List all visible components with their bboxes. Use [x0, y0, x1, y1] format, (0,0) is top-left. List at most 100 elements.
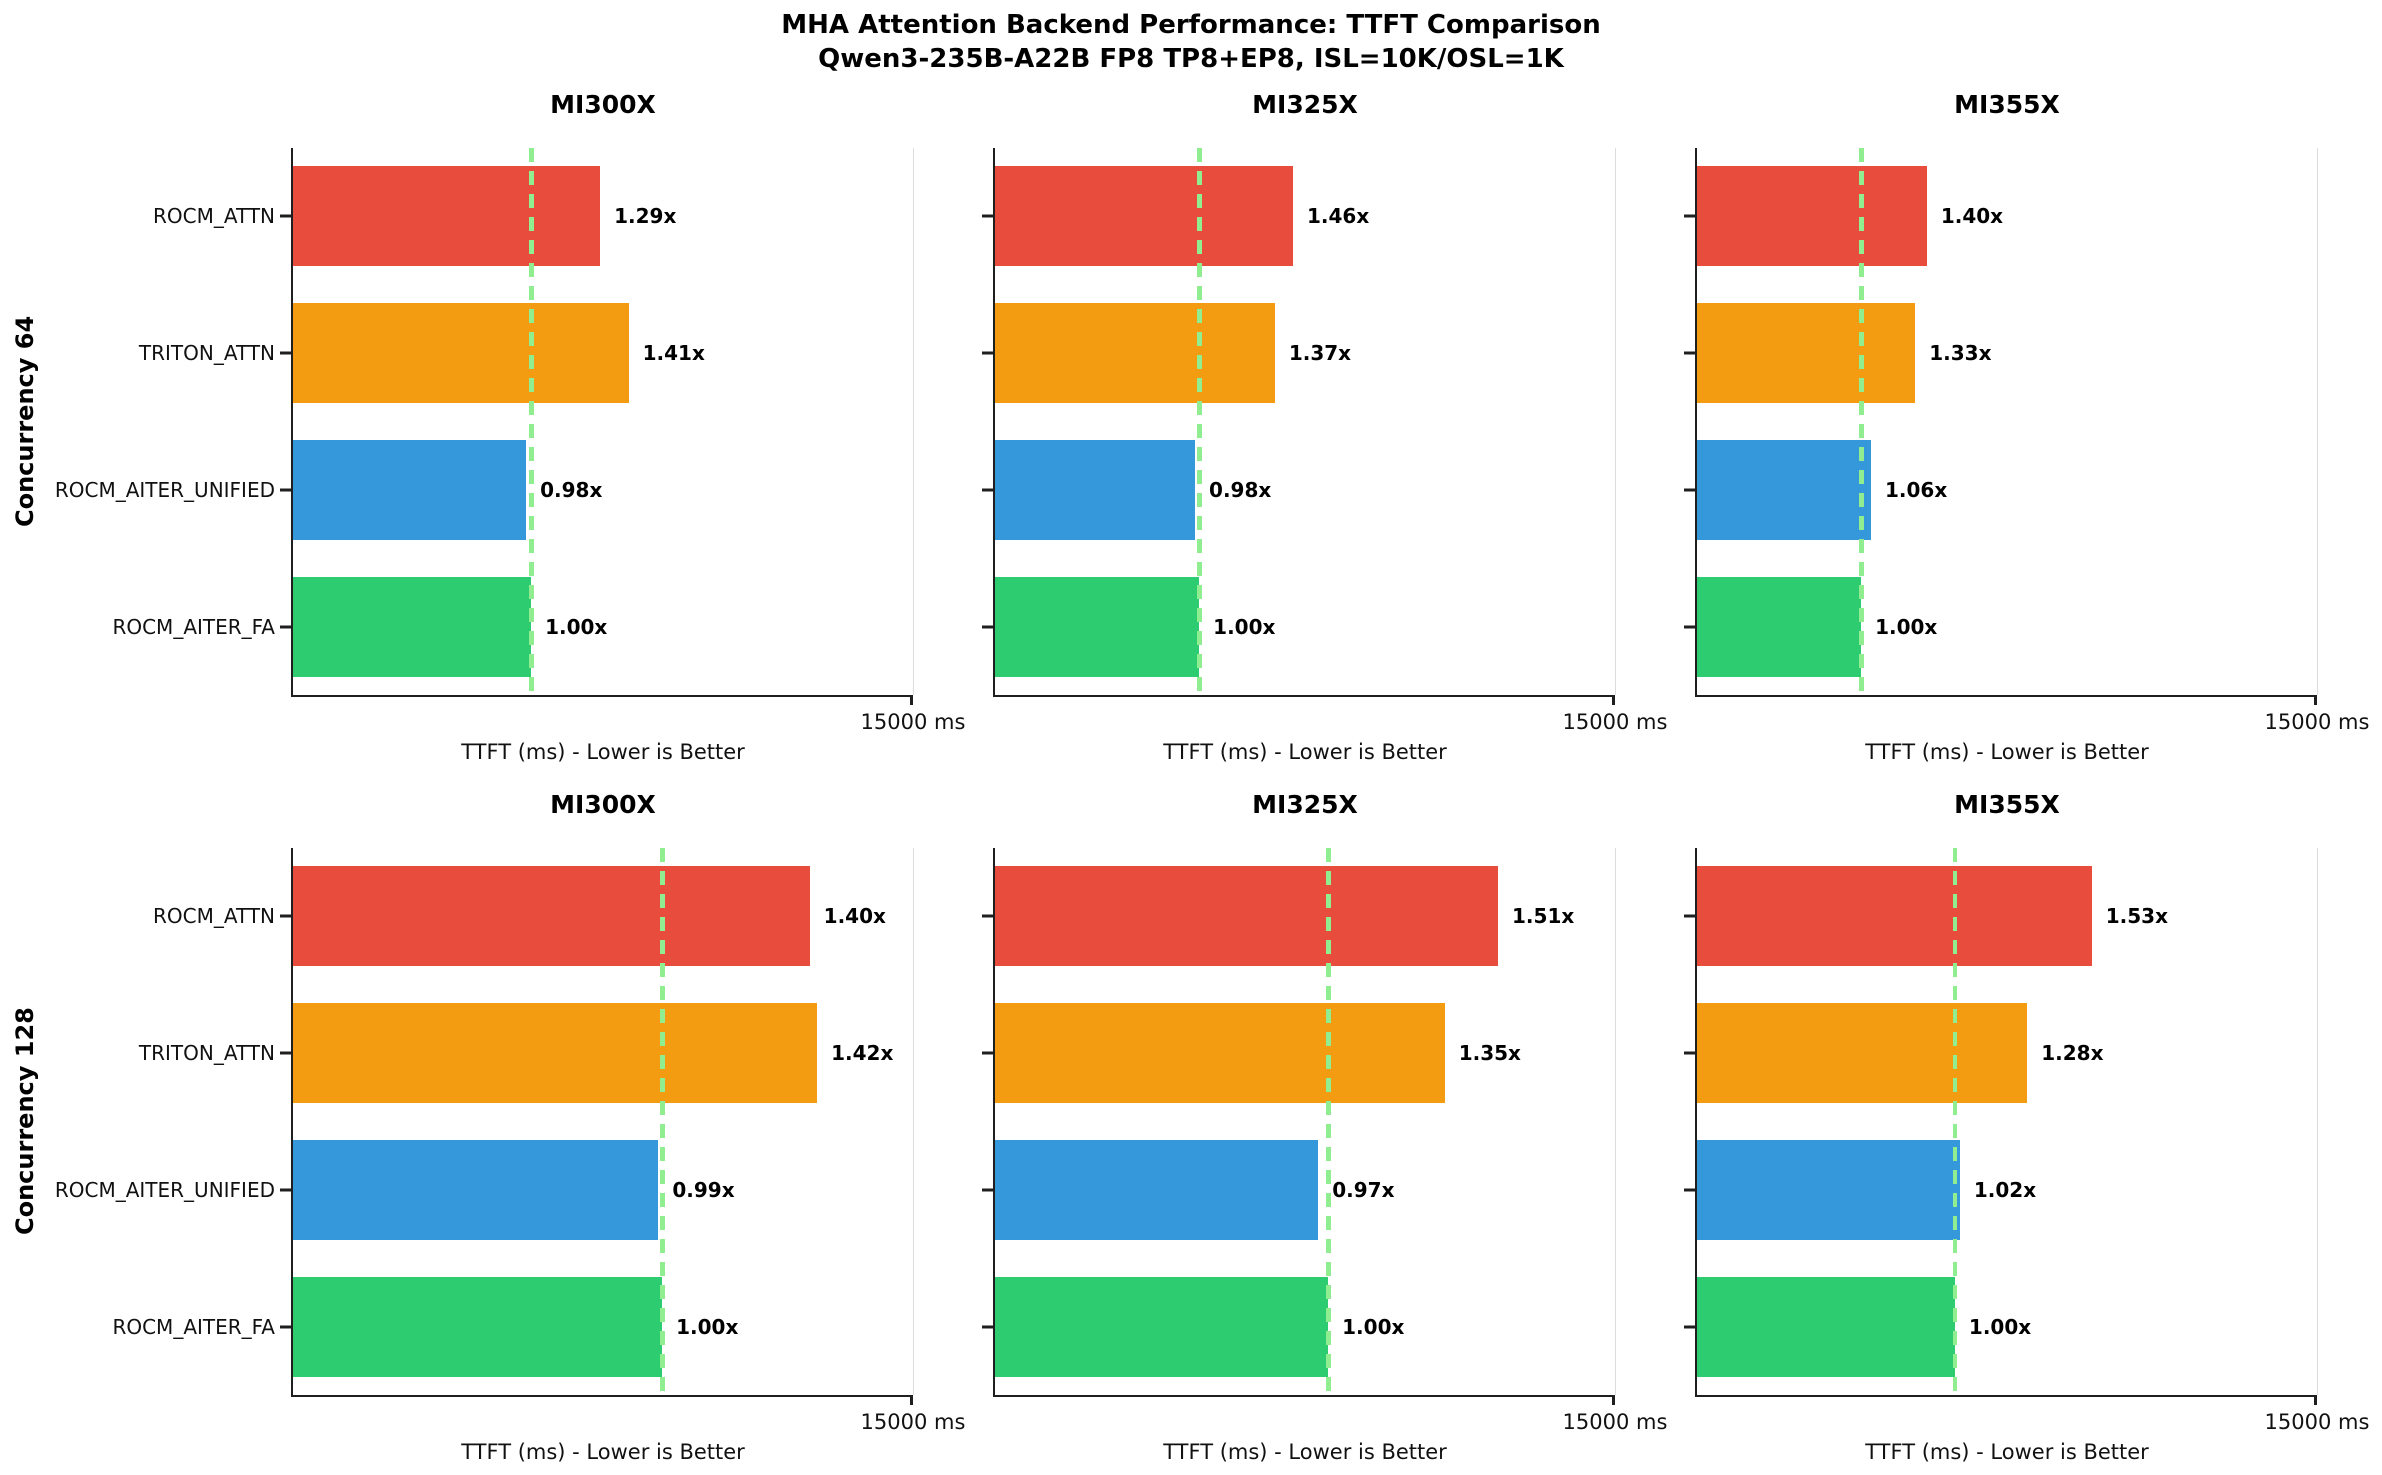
right-spine: [2316, 148, 2318, 695]
bar-value-label: 1.53x: [2105, 904, 2168, 929]
x-axis-max-label: 15000 ms: [1562, 1410, 1668, 1434]
x-axis-max-label: 15000 ms: [860, 710, 966, 734]
bar-value-label: 1.40x: [1940, 204, 2004, 229]
y-tick: [1684, 1325, 1697, 1329]
baseline-dashed-line: [529, 148, 534, 695]
bar-value-label: 1.28x: [2041, 1041, 2104, 1066]
y-tick: [982, 351, 995, 355]
figure-title-line2: Qwen3-235B-A22B FP8 TP8+EP8, ISL=10K/OSL…: [818, 44, 1564, 74]
right-spine: [2316, 848, 2318, 1395]
bar-rocm-aiter-unified: [995, 1139, 1319, 1240]
bar-value-label: 1.06x: [1885, 477, 1948, 502]
bar-value-label: 0.98x: [1209, 477, 1272, 502]
x-axis-label: TTFT (ms) - Lower is Better: [461, 740, 745, 764]
y-tick: [1684, 1051, 1697, 1055]
bar-rocm-aiter-unified: [293, 439, 527, 540]
right-spine: [912, 848, 914, 1395]
right-spine: [1614, 148, 1616, 695]
bar-value-label: 1.42x: [831, 1041, 894, 1066]
bar-rocm-attn: [995, 866, 1499, 967]
x-axis-max-label: 15000 ms: [2264, 1410, 2370, 1434]
right-spine: [912, 148, 914, 695]
bar-rocm-aiter-unified: [995, 439, 1196, 540]
bar-rocm-aiter-unified: [1697, 439, 1871, 540]
bar-value-label: 1.00x: [676, 1314, 739, 1339]
y-tick: [280, 214, 293, 218]
y-tick: [1684, 214, 1697, 218]
x-tick: [2314, 1395, 2317, 1405]
bar-rocm-attn: [1697, 866, 2092, 967]
x-tick: [910, 1395, 913, 1405]
y-tick: [1684, 1188, 1697, 1192]
y-tick-label: ROCM_AITER_UNIFIED: [54, 1177, 275, 1202]
bar-value-label: 1.46x: [1307, 204, 1370, 229]
bar-value-label: 0.99x: [672, 1177, 735, 1202]
x-tick: [1612, 695, 1615, 705]
subplot-title: MI355X: [1954, 790, 2060, 819]
y-tick-label: TRITON_ATTN: [138, 1041, 275, 1066]
bar-value-label: 0.98x: [540, 477, 603, 502]
y-tick: [982, 1051, 995, 1055]
x-axis-label: TTFT (ms) - Lower is Better: [461, 1440, 745, 1464]
axes-concurrency-64-mi325x: MI325X 1.46x 1.37x 0.98x 1.00x 15000 ms TTFT (…: [982, 90, 1667, 764]
x-axis-max-label: 15000 ms: [1562, 710, 1668, 734]
bar-rocm-attn: [995, 166, 1293, 267]
bar-value-label: 1.51x: [1512, 904, 1575, 929]
bar-triton-attn: [995, 1003, 1445, 1104]
bar-value-label: 1.29x: [614, 204, 677, 229]
x-axis-label: TTFT (ms) - Lower is Better: [1163, 740, 1447, 764]
y-tick: [280, 488, 293, 492]
y-tick: [280, 351, 293, 355]
y-tick: [1684, 914, 1697, 918]
figure-title: MHA Attention Backend Performance: TTFT …: [0, 8, 2382, 76]
bar-value-label: 1.00x: [1342, 1314, 1405, 1339]
x-axis-max-label: 15000 ms: [860, 1410, 966, 1434]
y-tick: [1684, 488, 1697, 492]
axes-concurrency-64-mi300x: MI300X 1.29x ROCM_ATTN 1.41x TRITON_ATTN 0.98…: [55, 90, 966, 764]
y-tick: [982, 914, 995, 918]
axes-concurrency-64-mi355x: MI355X 1.40x 1.33x 1.06x 1.00x 15000 ms TTFT (…: [1684, 90, 2369, 764]
bar-value-label: 1.35x: [1458, 1041, 1521, 1066]
baseline-dashed-line: [1197, 148, 1202, 695]
x-tick: [1612, 1395, 1615, 1405]
y-tick: [280, 1325, 293, 1329]
bar-rocm-attn: [293, 866, 810, 967]
row-label-concurrency-64: Concurrency 64: [11, 315, 39, 528]
y-tick: [982, 1188, 995, 1192]
bar-rocm-attn: [293, 166, 601, 267]
bar-value-label: 1.41x: [642, 341, 705, 366]
axes-concurrency-128-mi325x: MI325X 1.51x 1.35x 0.97x 1.00x 15000 ms TTFT (…: [982, 790, 1667, 1464]
bar-rocm-aiter-fa: [293, 576, 532, 677]
bar-rocm-aiter-fa: [293, 1276, 663, 1377]
y-tick: [982, 214, 995, 218]
y-tick: [982, 1325, 995, 1329]
bar-rocm-aiter-fa: [995, 1276, 1329, 1377]
baseline-dashed-line: [1859, 148, 1864, 695]
subplot-title: MI300X: [550, 790, 656, 819]
bar-rocm-aiter-fa: [1697, 576, 1862, 677]
x-tick: [910, 695, 913, 705]
bar-value-label: 1.33x: [1929, 341, 1992, 366]
baseline-dashed-line: [1952, 848, 1958, 1395]
y-tick-label: ROCM_AITER_FA: [112, 614, 275, 639]
bar-value-label: 1.00x: [1213, 614, 1276, 639]
y-tick: [982, 625, 995, 629]
y-tick-label: ROCM_AITER_UNIFIED: [54, 477, 275, 502]
y-tick: [280, 1188, 293, 1192]
y-tick-label: ROCM_AITER_FA: [112, 1314, 275, 1339]
bar-rocm-aiter-unified: [293, 1139, 659, 1240]
bar-rocm-aiter-fa: [1697, 1276, 1955, 1377]
y-tick-label: ROCM_ATTN: [152, 904, 275, 929]
y-tick: [1684, 351, 1697, 355]
x-tick: [2314, 695, 2317, 705]
figure-title-line1: MHA Attention Backend Performance: TTFT …: [781, 10, 1601, 40]
bar-value-label: 0.97x: [1332, 1177, 1395, 1202]
y-tick: [982, 488, 995, 492]
x-axis-label: TTFT (ms) - Lower is Better: [1865, 740, 2149, 764]
y-tick: [1684, 625, 1697, 629]
axes-concurrency-128-mi300x: MI300X 1.40x ROCM_ATTN 1.42x TRITON_ATTN 0.99…: [55, 790, 966, 1464]
bar-rocm-attn: [1697, 166, 1927, 267]
bar-rocm-aiter-fa: [995, 576, 1200, 677]
bar-triton-attn: [995, 303, 1275, 404]
